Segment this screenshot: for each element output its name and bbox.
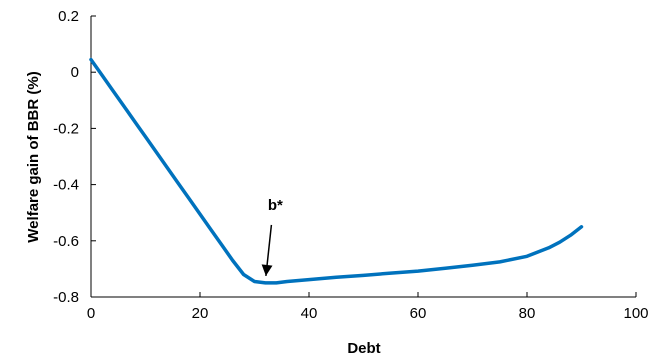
y-tick-label: -0.4	[53, 177, 79, 194]
chart-ticks: 0 20 40 60 80 100 0.2 0 -0.2 -0.4 -0.6 -0.8	[53, 8, 648, 322]
y-tick-label: -0.8	[53, 289, 79, 306]
chart-axes	[90, 16, 636, 298]
x-tick-label: 80	[519, 305, 536, 322]
annotation-arrowhead	[261, 264, 273, 276]
annotation-label: b*	[268, 197, 283, 214]
x-axis-label: Debt	[347, 340, 380, 357]
x-tick-label: 100	[623, 305, 648, 322]
y-tick-label: 0	[71, 64, 79, 81]
series-line	[89, 57, 584, 285]
y-axis-label: Welfare gain of BBR (%)	[25, 71, 42, 242]
chart-series	[89, 57, 584, 285]
y-tick-label: -0.6	[53, 233, 79, 250]
x-tick-label: 40	[301, 305, 318, 322]
chart-annotations: b*	[261, 197, 283, 277]
x-tick-label: 20	[192, 305, 209, 322]
x-tick-label: 60	[410, 305, 427, 322]
y-tick-label: -0.2	[53, 120, 79, 137]
x-tick-label: 0	[87, 305, 95, 322]
y-tick-label: 0.2	[58, 8, 79, 25]
